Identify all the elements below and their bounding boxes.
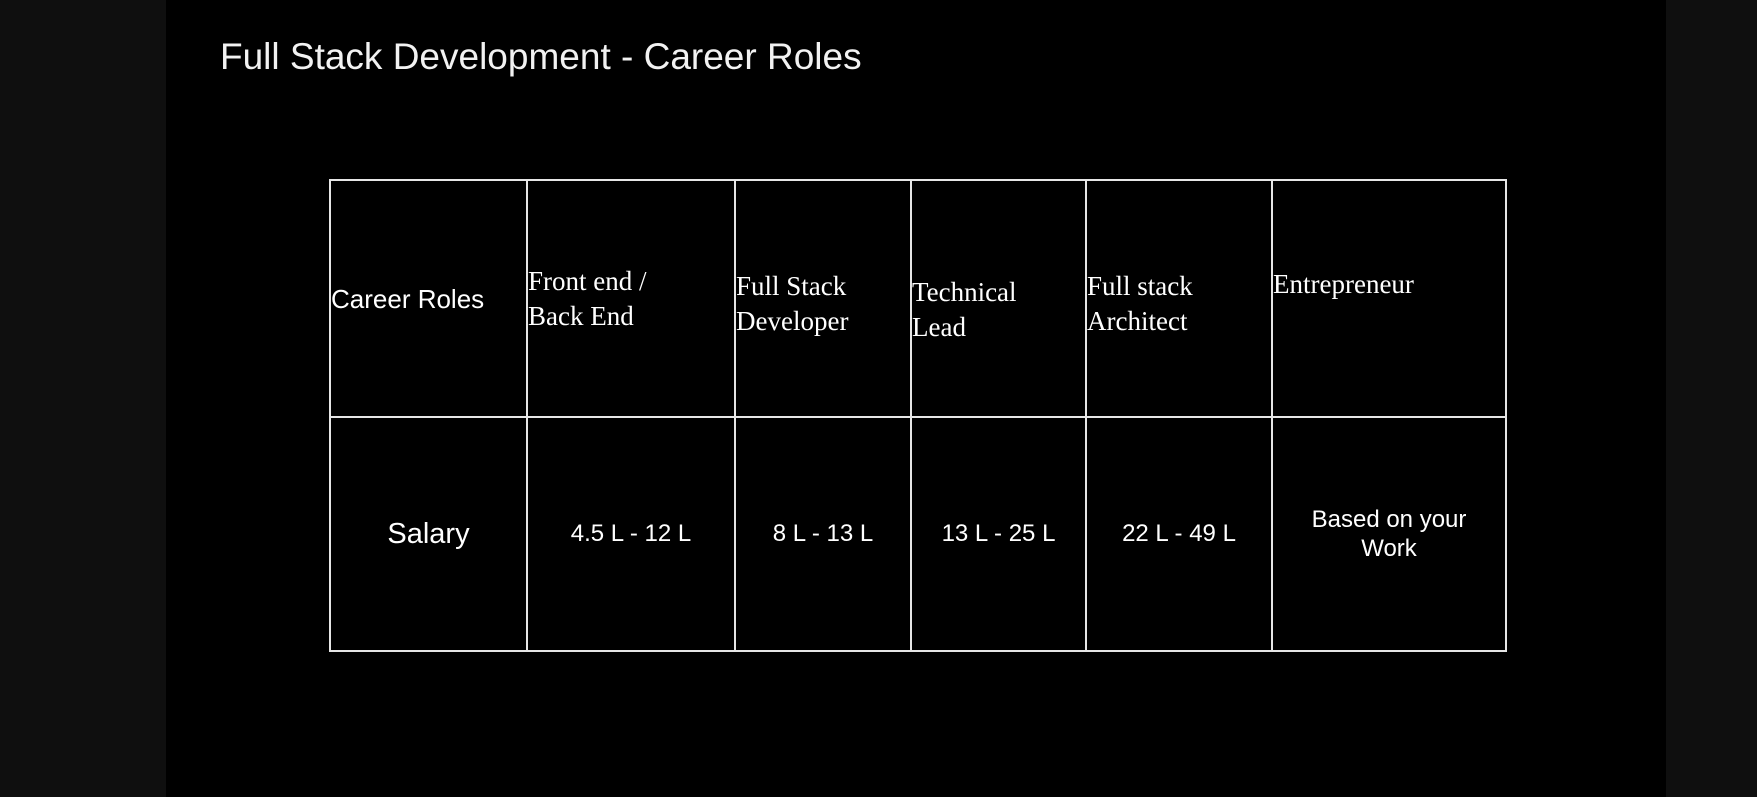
table-cell-salary: 13 L - 25 L (910, 416, 1087, 652)
header-label-text: Career Roles (331, 283, 485, 314)
salary-frontend-backend: 4.5 L - 12 L (570, 520, 692, 547)
table-cell-salary: 22 L - 49 L (1085, 416, 1273, 652)
role-frontend-backend: Front end / Back End (528, 265, 647, 331)
role-full-stack-architect: Full stack Architect (1087, 270, 1193, 336)
role-entrepreneur: Entrepreneur (1273, 269, 1414, 299)
table-cell-salary: 8 L - 13 L (734, 416, 912, 652)
role-technical-lead: Technical Lead (912, 276, 1017, 342)
career-roles-table: Career Roles Front end / Back End Full S… (329, 179, 1507, 652)
table-cell-role: Front end / Back End (526, 179, 736, 418)
salary-technical-lead: 13 L - 25 L (941, 520, 1056, 547)
table-cell-role: Technical Lead (910, 179, 1087, 418)
table-header-row: Career Roles Front end / Back End Full S… (329, 179, 1507, 418)
table-salary-row: Salary 4.5 L - 12 L 8 L - 13 L 13 L - 25… (329, 416, 1507, 652)
table-cell-role: Full stack Architect (1085, 179, 1273, 418)
table-cell-salary: Based on your Work (1271, 416, 1507, 652)
salary-entrepreneur: Based on your Work (1311, 506, 1467, 562)
table-cell-role: Entrepreneur (1271, 179, 1507, 418)
salary-full-stack-architect: 22 L - 49 L (1122, 520, 1236, 547)
table-cell-role: Full Stack Developer (734, 179, 912, 418)
slide-title: Full Stack Development - Career Roles (220, 36, 862, 77)
table-cell-header-label: Career Roles (329, 179, 528, 418)
table-cell-salary-label: Salary (329, 416, 528, 652)
role-full-stack-developer: Full Stack Developer (736, 270, 849, 336)
slide: Full Stack Development - Career Roles Ca… (166, 0, 1666, 797)
salary-full-stack-developer: 8 L - 13 L (772, 520, 874, 547)
salary-label-text: Salary (387, 518, 470, 550)
table-cell-salary: 4.5 L - 12 L (526, 416, 736, 652)
